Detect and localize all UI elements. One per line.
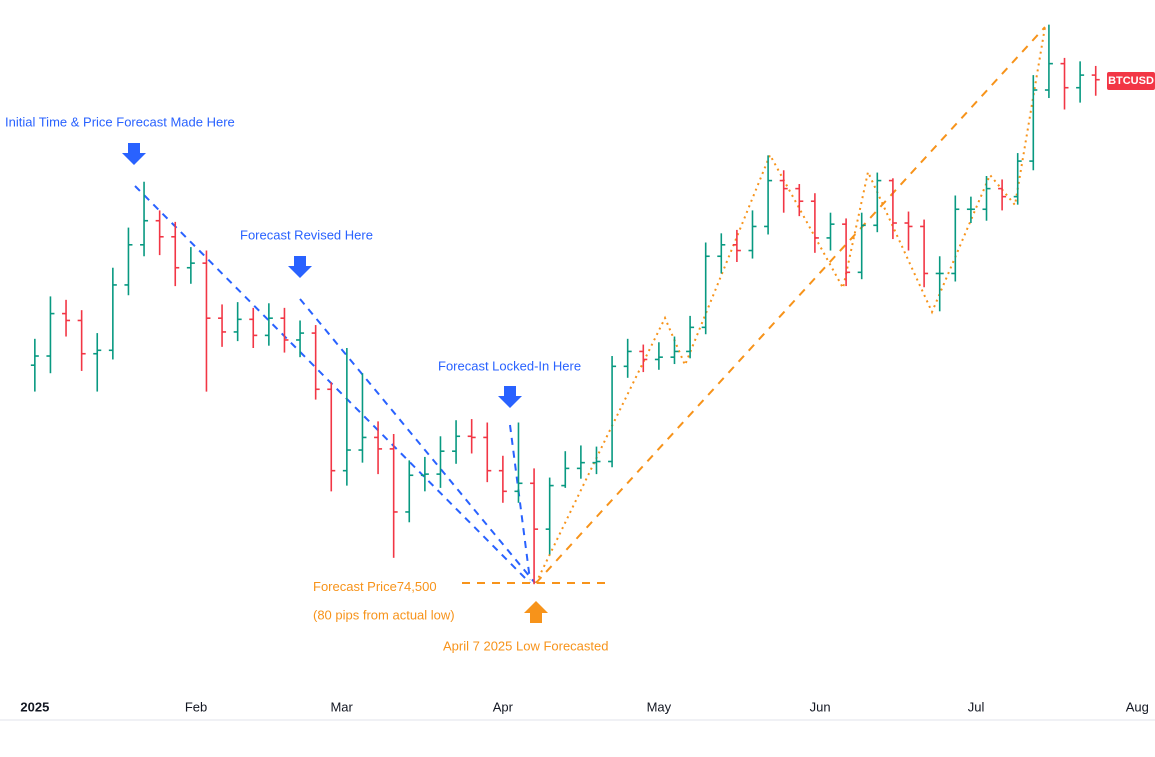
ohlc-bar xyxy=(717,233,726,274)
annotation: Initial Time & Price Forecast Made Here xyxy=(5,114,235,129)
ohlc-bar xyxy=(1091,65,1100,96)
ohlc-bar xyxy=(592,446,601,475)
ohlc-bar xyxy=(93,333,102,392)
annotation: (80 pips from actual low) xyxy=(313,607,455,622)
ohlc-bar xyxy=(483,422,492,483)
forecast-trendline xyxy=(299,298,536,584)
forecast-drawings xyxy=(122,26,1046,623)
ohlc-bar xyxy=(124,227,133,296)
symbol-badge xyxy=(1107,72,1155,90)
ohlc-bar xyxy=(966,196,975,224)
ohlc-bar xyxy=(904,211,913,251)
ohlc-bar xyxy=(342,347,351,486)
ohlc-bar xyxy=(810,193,819,253)
arrow-down xyxy=(288,256,312,278)
ohlc-bar xyxy=(405,460,414,523)
ohlc-bar xyxy=(1060,57,1069,110)
ohlc-bar xyxy=(498,455,507,503)
x-tick-label: May xyxy=(647,699,672,714)
ohlc-bar xyxy=(530,468,539,585)
ohlc-bar xyxy=(1076,61,1085,103)
ohlc-bar xyxy=(420,456,429,492)
ohlc-bar xyxy=(561,451,570,488)
ohlc-bar xyxy=(951,195,960,282)
ohlc-bar xyxy=(374,421,383,475)
ohlc-bar xyxy=(545,477,554,555)
ohlc-bar xyxy=(171,221,180,287)
ohlc-bar xyxy=(608,356,617,468)
ohlc-bar xyxy=(998,179,1007,211)
ohlc-bar xyxy=(826,212,835,251)
ohlc-bar xyxy=(108,267,117,360)
ohlc-bar xyxy=(888,178,897,240)
x-tick-label: Feb xyxy=(185,699,207,714)
ohlc-bar xyxy=(764,155,773,235)
arrow-down xyxy=(122,143,146,165)
ohlc-bar xyxy=(186,247,195,284)
ohlc-series xyxy=(30,24,1100,585)
ohlc-bar xyxy=(155,210,164,256)
ohlc-bar xyxy=(389,433,398,558)
ohlc-bar xyxy=(701,242,710,335)
ohlc-bar xyxy=(920,219,929,288)
forecast-trendline xyxy=(509,424,531,581)
ohlc-bar xyxy=(62,299,71,337)
ohlc-bar xyxy=(842,218,851,287)
ohlc-bar xyxy=(436,436,445,488)
ohlc-bar xyxy=(623,338,632,378)
ohlc-bar xyxy=(795,184,804,217)
ohlc-bar xyxy=(670,336,679,365)
x-tick-label: Mar xyxy=(330,699,353,714)
projection-line xyxy=(535,26,1046,584)
annotation: Forecast Price74,500 xyxy=(313,579,437,594)
x-tick-label: Aug xyxy=(1126,699,1149,714)
x-tick-label: Jul xyxy=(968,699,985,714)
x-tick-label: 2025 xyxy=(20,699,49,714)
ohlc-bar xyxy=(296,320,305,358)
arrow-down xyxy=(498,386,522,408)
ohlc-bar xyxy=(77,310,86,371)
annotation: Forecast Revised Here xyxy=(240,227,373,242)
ohlc-bar xyxy=(311,325,320,400)
ohlc-bar xyxy=(30,338,39,392)
ohlc-bar xyxy=(358,373,367,463)
ohlc-bar xyxy=(654,342,663,370)
annotation: April 7 2025 Low Forecasted xyxy=(443,638,608,653)
ohlc-bar xyxy=(46,296,55,374)
ohlc-bar xyxy=(576,445,585,479)
swing-path xyxy=(535,26,1046,584)
forecast-trendline xyxy=(134,185,531,584)
ohlc-bar xyxy=(935,256,944,312)
ohlc-bar xyxy=(1013,153,1022,205)
ohlc-bar xyxy=(732,229,741,262)
symbol-label: BTCUSD xyxy=(1108,75,1154,87)
ohlc-bar xyxy=(249,307,258,348)
ohlc-bar xyxy=(748,210,757,259)
ohlc-bar xyxy=(982,176,991,221)
ohlc-bar xyxy=(140,181,149,257)
annotation: Forecast Locked-In Here xyxy=(438,358,581,373)
ohlc-bar xyxy=(233,302,242,342)
arrow-up xyxy=(524,601,548,623)
ohlc-bar xyxy=(327,382,336,492)
ohlc-bar xyxy=(280,307,289,353)
ohlc-bar xyxy=(202,250,211,392)
forecast-price: 74,500 xyxy=(397,579,437,594)
x-tick-label: Apr xyxy=(493,699,514,714)
ohlc-bar xyxy=(452,420,461,464)
ohlc-bar xyxy=(1029,75,1038,171)
ohlc-bar xyxy=(873,172,882,233)
ohlc-bar xyxy=(514,422,523,503)
ohlc-bar xyxy=(467,419,476,454)
ohlc-bar xyxy=(264,303,273,346)
ohlc-bar xyxy=(218,304,227,347)
ohlc-bar xyxy=(857,212,866,280)
ohlc-bar xyxy=(639,344,648,373)
forecast-label: Forecast Price xyxy=(313,579,397,594)
ohlc-bar xyxy=(779,170,788,213)
x-tick-label: Jun xyxy=(810,699,831,714)
ohlc-bar xyxy=(1044,24,1053,99)
ohlc-bar xyxy=(686,315,695,359)
